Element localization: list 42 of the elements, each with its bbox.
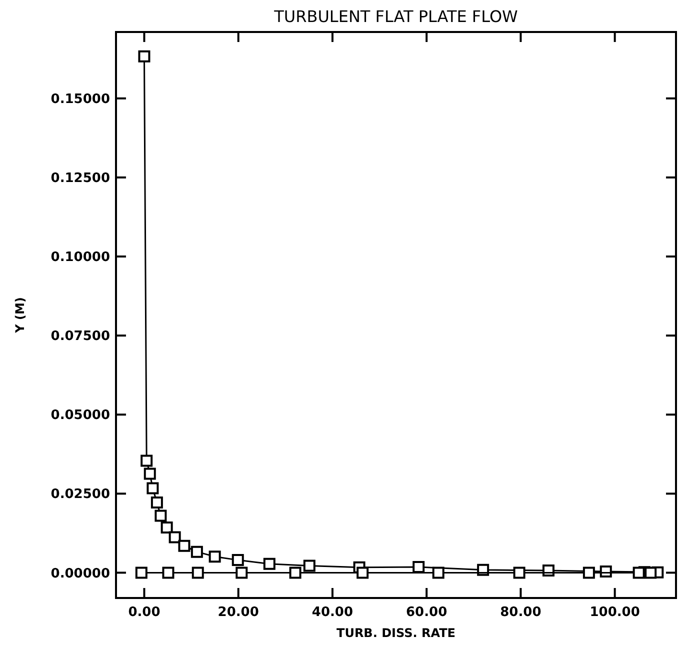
x-tick-label: 80.00	[500, 605, 542, 620]
point	[513, 566, 526, 579]
point	[632, 566, 645, 579]
point	[144, 468, 156, 480]
point	[135, 566, 148, 579]
point	[232, 554, 244, 566]
point	[140, 454, 153, 467]
point	[162, 566, 174, 579]
y-tick-label: 0.02500	[50, 487, 110, 502]
y-tick-label: 0.15000	[50, 92, 110, 107]
y-tick-label: 0.00000	[50, 566, 110, 582]
point	[190, 546, 203, 558]
point	[138, 50, 150, 62]
point	[263, 558, 276, 570]
point	[208, 550, 221, 563]
x-tick-label: 60.00	[406, 605, 448, 620]
point	[582, 566, 595, 579]
point	[356, 566, 369, 579]
point	[236, 566, 248, 579]
point	[412, 561, 425, 574]
point	[150, 496, 163, 509]
point	[192, 566, 204, 579]
y-tick-label: 0.10000	[50, 250, 110, 266]
point	[146, 482, 159, 494]
point	[432, 566, 444, 579]
y-axis-title: Y (M)	[13, 297, 27, 334]
x-tick-label: 40.00	[312, 605, 354, 620]
point	[160, 521, 173, 534]
x-axis-title: TURB. DISS. RATE	[336, 626, 456, 640]
y-tick-label: 0.07500	[50, 329, 110, 344]
x-tick-label: 0.00	[128, 605, 160, 620]
point	[178, 540, 190, 552]
point	[303, 560, 316, 572]
point	[289, 566, 302, 579]
chart-title: TURBULENT FLAT PLATE FLOW	[273, 7, 518, 26]
point	[644, 566, 657, 579]
y-tick-label: 0.05000	[50, 408, 110, 424]
point	[154, 510, 167, 522]
y-tick-label: 0.12500	[50, 171, 110, 186]
x-tick-label: 20.00	[218, 605, 259, 620]
point	[168, 531, 181, 544]
x-tick-label: 100.00	[590, 605, 640, 620]
